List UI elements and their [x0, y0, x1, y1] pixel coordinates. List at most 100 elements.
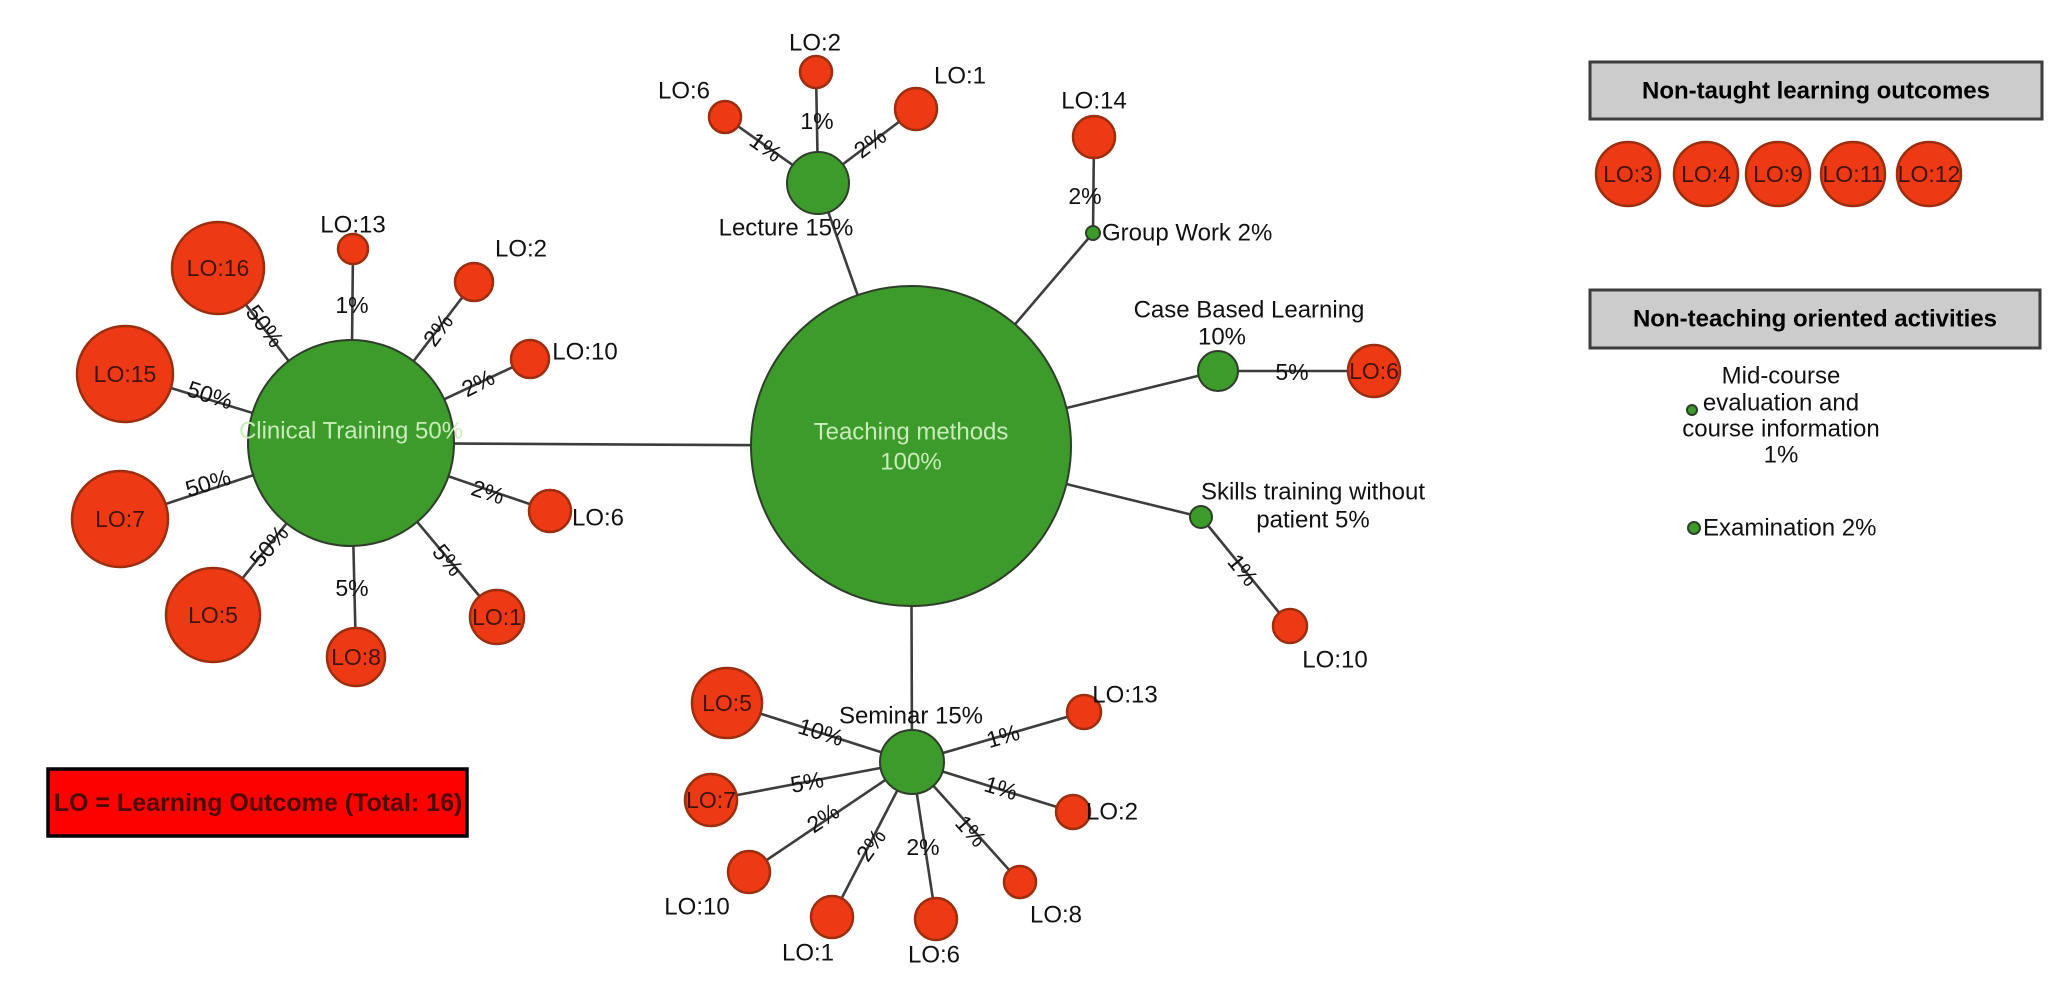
legend-non-teaching: Non-teaching oriented activities Mid-cou… [1588, 288, 2042, 542]
pct-clinical-lo7: 50% [182, 464, 234, 502]
node-clinical-lo10 [509, 338, 551, 380]
non-taught-header-box [1588, 60, 2044, 121]
pct-clinical-lo6: 2% [468, 474, 508, 509]
groupwork-title: Group Work 2% [1102, 220, 1272, 247]
node-lecture-lo1 [893, 86, 939, 132]
lo-label-clinical-lo16: LO:16 [187, 255, 250, 281]
node-clinical-training [247, 339, 455, 547]
legend-label-lo12: LO:12 [1898, 161, 1961, 187]
legend-node-lo3 [1594, 140, 1662, 208]
node-seminar [879, 729, 945, 795]
lo-label-clinical-lo7: LO:7 [95, 506, 145, 532]
legend-non-taught: Non-taught learning outcomes LO:3 LO:4 L… [1588, 60, 2044, 208]
pct-seminar-lo8: 1% [950, 810, 992, 852]
node-seminar-lo2 [1054, 793, 1092, 831]
midcourse-line3: course information [1682, 416, 1879, 443]
taught-nodes [247, 151, 1239, 795]
lo-label-clinical-lo10: LO:10 [552, 339, 617, 366]
non-teaching-header-box [1588, 288, 2042, 350]
pct-casebased-lo6: 5% [1275, 359, 1308, 385]
node-group-work [1085, 225, 1101, 241]
node-seminar-lo5 [690, 666, 764, 740]
node-seminar-lo13 [1065, 693, 1103, 731]
lo-label-seminar-lo1: LO:1 [782, 940, 834, 967]
legend-label-lo3: LO:3 [1603, 161, 1653, 187]
node-lecture [786, 151, 850, 215]
skills-title-line2: patient 5% [1256, 507, 1369, 534]
pct-clinical-lo2: 2% [418, 309, 459, 351]
edge-skills-lo10 [1199, 516, 1292, 627]
lo-label-clinical-lo6: LO:6 [572, 505, 624, 532]
lo-label-seminar-lo5: LO:5 [702, 690, 752, 716]
node-skills-training [1189, 505, 1213, 529]
node-case-based [1197, 350, 1239, 392]
node-clinical-lo13 [336, 232, 370, 266]
seminar-title: Seminar 15% [839, 703, 983, 730]
clinical-title: Clinical Training 50% [239, 418, 463, 445]
pct-clinical-lo5: 50% [244, 520, 294, 572]
pct-clinical-lo10: 2% [457, 364, 498, 402]
pct-clinical-lo8: 5% [335, 575, 368, 601]
node-groupwork-lo14 [1071, 114, 1117, 160]
midcourse-dot [1686, 404, 1698, 416]
midcourse-line2: evaluation and [1703, 390, 1859, 417]
pct-seminar-lo2: 1% [981, 771, 1020, 806]
lo-label-seminar-lo10: LO:10 [664, 894, 729, 921]
midcourse-line1: Mid-course [1722, 363, 1841, 390]
node-casebased-lo6 [1346, 343, 1402, 399]
node-lecture-lo6 [707, 99, 743, 135]
note-text: LO = Learning Outcome (Total: 16) [54, 789, 463, 817]
node-clinical-lo2 [453, 261, 495, 303]
casebased-title-line2: 10% [1198, 324, 1246, 351]
pct-lecture-lo6: 1% [745, 127, 787, 167]
pct-lecture-lo1: 2% [849, 123, 891, 164]
node-seminar-lo7 [683, 772, 739, 828]
lo-label-clinical-lo8: LO:8 [331, 644, 381, 670]
node-clinical-lo6 [527, 488, 573, 534]
hub-title-line1: Teaching methods [814, 419, 1009, 446]
pct-seminar-lo13: 1% [983, 719, 1022, 753]
pct-seminar-lo1: 2% [851, 824, 891, 866]
hub-title-line2: 100% [880, 449, 941, 476]
lo-label-skills-lo10: LO:10 [1302, 647, 1367, 674]
lo-label-seminar-lo2: LO:2 [1086, 799, 1138, 826]
lo-label-clinical-lo1: LO:1 [472, 604, 522, 630]
lo-label-clinical-lo15: LO:15 [94, 361, 157, 387]
lo-label-groupwork-lo14: LO:14 [1061, 88, 1126, 115]
lo-label-casebased-lo6: LO:6 [1349, 358, 1399, 384]
legend-node-lo4 [1672, 140, 1740, 208]
node-clinical-lo8 [325, 626, 387, 688]
edge-seminar-lo7 [710, 760, 913, 802]
non-taught-title: Non-taught learning outcomes [1642, 78, 1990, 105]
node-clinical-lo15 [75, 324, 175, 424]
node-teaching-methods [750, 285, 1072, 607]
legend-label-lo11: LO:11 [1823, 161, 1884, 187]
lo-label-lecture-lo6: LO:6 [658, 78, 710, 105]
outcome-nodes [70, 54, 1402, 942]
node-clinical-lo7 [70, 469, 170, 569]
pct-seminar-lo6: 2% [906, 834, 939, 860]
node-seminar-lo6 [913, 896, 959, 942]
node-seminar-lo1 [809, 894, 855, 940]
midcourse-line4: 1% [1764, 442, 1799, 469]
node-seminar-lo10 [726, 849, 772, 895]
note-box [46, 767, 469, 838]
note-box-group: LO = Learning Outcome (Total: 16) [46, 767, 469, 838]
pct-groupwork-lo14: 2% [1068, 183, 1101, 209]
legend-node-lo12 [1895, 140, 1963, 208]
node-clinical-lo5 [164, 566, 262, 664]
lo-label-clinical-lo2: LO:2 [495, 236, 547, 263]
skills-title-line1: Skills training without [1201, 479, 1425, 506]
lo-labels: LO:16 LO:1 LO:8 LO:5 LO:7 LO:15 LO:13 LO… [94, 30, 1399, 969]
pct-lecture-lo2: 1% [800, 108, 833, 134]
legend-node-lo9 [1744, 140, 1812, 208]
pct-seminar-lo7: 5% [788, 766, 826, 798]
node-clinical-lo16 [170, 220, 266, 316]
node-titles: Teaching methods 100% Clinical Training … [239, 215, 1425, 730]
lo-label-seminar-lo6: LO:6 [908, 942, 960, 969]
legend-label-lo9: LO:9 [1753, 161, 1803, 187]
lo-label-lecture-lo1: LO:1 [934, 63, 986, 90]
legend-node-lo11 [1819, 140, 1887, 208]
